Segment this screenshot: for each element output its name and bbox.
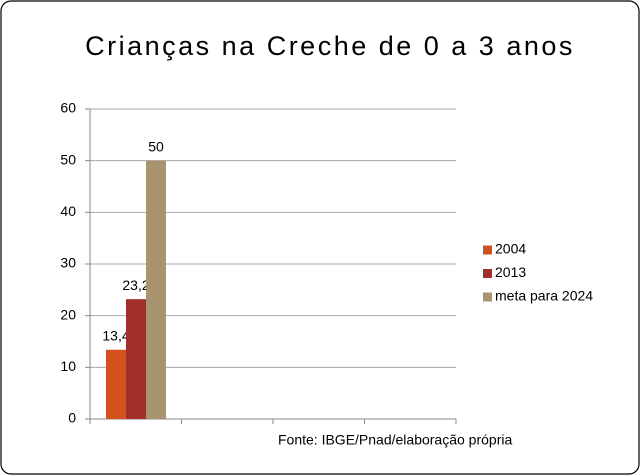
y-tick-label: 30	[60, 255, 76, 271]
y-tick-label: 50	[60, 151, 76, 167]
source-note: Fonte: IBGE/Pnad/elaboração própria	[278, 432, 512, 448]
y-tick-label: 20	[60, 306, 76, 322]
y-tick-label: 10	[60, 358, 76, 374]
legend-label: 2013	[495, 264, 526, 280]
value-label: 50	[148, 138, 164, 154]
legend-swatch	[483, 245, 492, 255]
legend-swatch	[483, 269, 492, 278]
y-tick-label: 0	[68, 410, 76, 426]
bar	[146, 160, 166, 419]
y-tick-label: 40	[60, 203, 76, 219]
bar	[126, 299, 146, 419]
legend-label: 2004	[495, 241, 526, 257]
bar	[106, 349, 126, 419]
legend-label: meta para 2024	[495, 288, 593, 304]
chart-title: Crianças na Creche de 0 a 3 anos	[85, 31, 575, 61]
legend-swatch	[483, 292, 492, 302]
y-tick-label: 60	[60, 100, 76, 116]
value-label: 13,4	[102, 327, 129, 343]
value-label: 23,2	[122, 277, 149, 293]
